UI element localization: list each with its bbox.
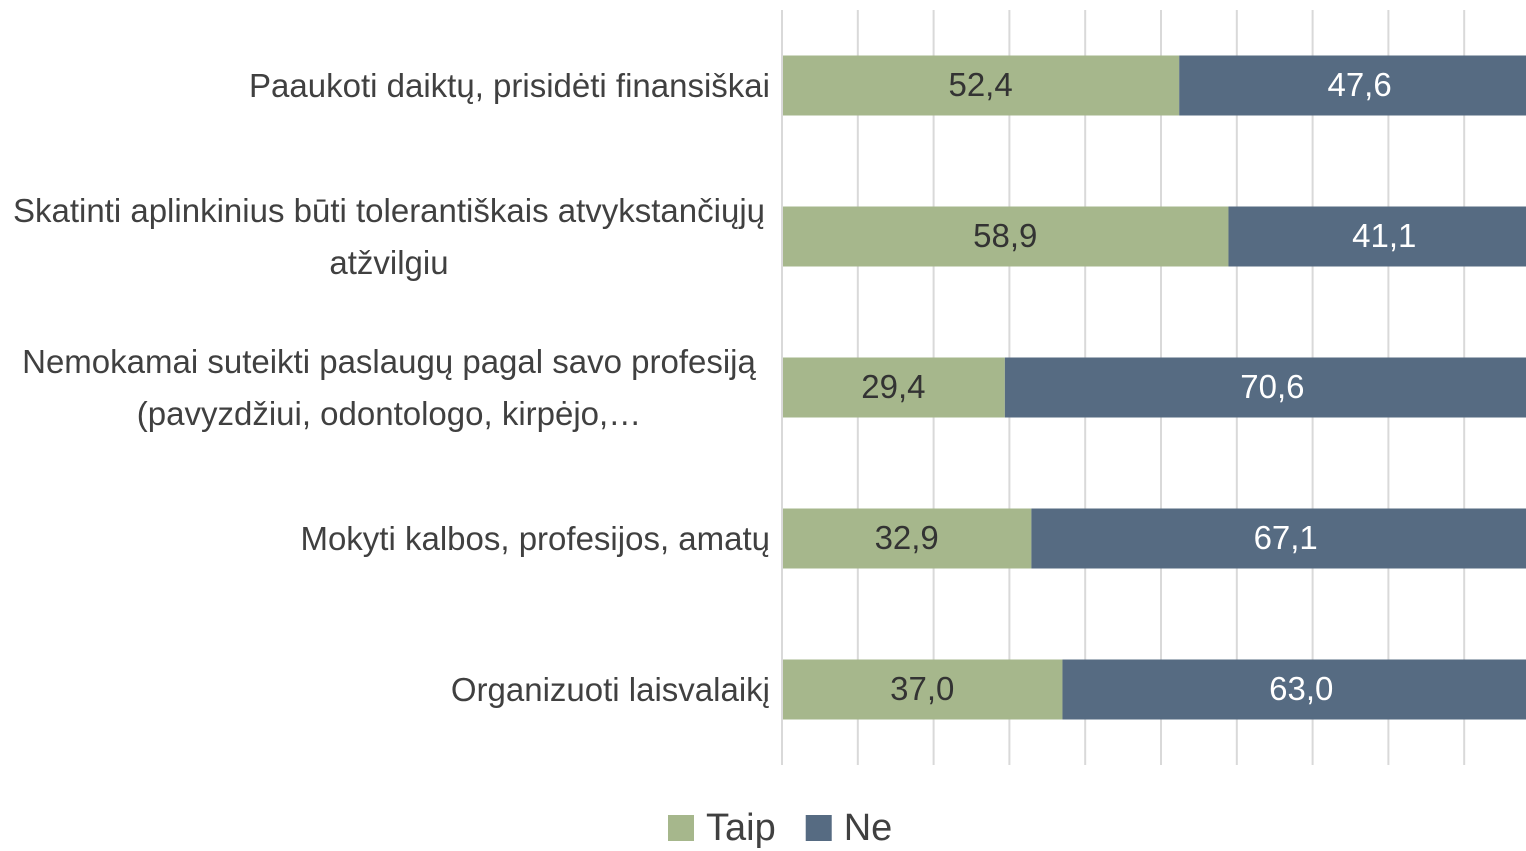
bar-segment [782,55,1180,116]
data-label: 63,0 [1269,670,1333,707]
data-label: 41,1 [1352,217,1416,254]
category-label-box: Paaukoti daiktų, prisidėti finansiškai [8,26,770,146]
bar-segment [782,357,1005,418]
bar-segment [782,206,1229,267]
legend-label: Ne [844,807,893,849]
category-label-box: Skatinti aplinkinius būti tolerantiškais… [8,177,770,297]
bar-segment [782,659,1063,720]
category-label: Skatinti aplinkinius būti tolerantiškais… [12,191,766,281]
bar-segment [1179,55,1526,116]
category-label: Paaukoti daiktų, prisidėti finansiškai [249,66,770,104]
category-label: Nemokamai suteikti paslaugų pagal savo p… [22,342,756,432]
data-label: 29,4 [861,368,925,405]
category-label: Organizuoti laisvalaikį [450,670,770,708]
data-label: 37,0 [890,670,954,707]
category-label-box: Mokyti kalbos, profesijos, amatų [8,479,770,599]
bar-segment [1031,508,1526,569]
legend-swatch [668,815,694,841]
bar-segment [1228,206,1526,267]
category-label-box: Organizuoti laisvalaikį [8,630,770,750]
category-label-box: Nemokamai suteikti paslaugų pagal savo p… [8,328,770,448]
bar-segment [1004,357,1526,418]
legend-label: Taip [706,807,776,849]
data-label: 47,6 [1327,66,1391,103]
data-label: 67,1 [1254,519,1318,556]
bar-segment [782,508,1032,569]
data-label: 32,9 [875,519,939,556]
category-label: Mokyti kalbos, profesijos, amatų [300,519,770,557]
data-label: 52,4 [948,66,1012,103]
data-label: 58,9 [973,217,1037,254]
legend-swatch [805,815,832,841]
bar-segment [1062,659,1526,720]
data-label: 70,6 [1240,368,1304,405]
